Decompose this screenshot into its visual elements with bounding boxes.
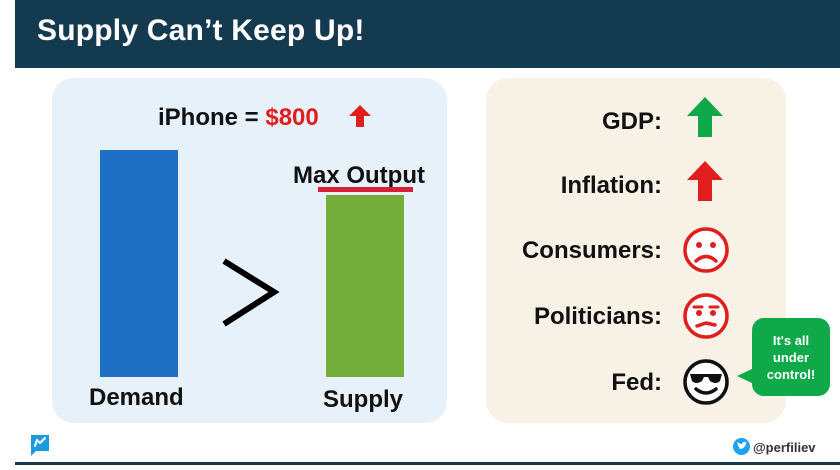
greater-than-sign: [222, 258, 280, 327]
fed-label: Fed:: [611, 369, 662, 396]
twitter-icon: [733, 438, 750, 455]
gdp-label: GDP:: [602, 108, 662, 135]
up-arrow-icon: [349, 105, 371, 127]
consumers-label: Consumers:: [521, 237, 662, 264]
indicators-panel: [486, 78, 786, 423]
supply-label: Supply: [323, 386, 404, 413]
max-output-label: Max Output: [293, 162, 425, 189]
speech-bubble-tail: [737, 368, 754, 384]
price-value: $800: [265, 104, 319, 131]
header-bar: Supply Can’t Keep Up!: [15, 0, 840, 68]
bubble-line-2: under: [772, 349, 810, 365]
bubble-line-3: control!: [766, 366, 816, 382]
green-up-arrow-icon: [687, 97, 723, 137]
author-handle: @perfiliev: [753, 440, 816, 455]
page-title: Supply Can’t Keep Up!: [37, 14, 365, 47]
bottom-rule: [15, 462, 840, 465]
inflation-label: Inflation:: [560, 172, 662, 199]
politicians-label: Politicians:: [533, 303, 662, 330]
sunglasses-face-icon: [683, 359, 729, 405]
demand-label: Demand: [89, 384, 184, 411]
bubble-line-1: It's all: [772, 332, 810, 348]
fed-speech-bubble: It's all under control!: [752, 318, 830, 396]
demand-bar: [100, 150, 178, 377]
red-up-arrow-icon: [687, 161, 723, 201]
worried-face-icon: [683, 293, 729, 339]
max-output-line: [318, 187, 413, 192]
sad-face-icon: [683, 227, 729, 273]
price-prefix: iPhone =: [158, 104, 266, 131]
supply-bar: [326, 195, 404, 377]
chat-flag-logo-icon: [31, 435, 49, 456]
price-line: iPhone = $800: [158, 104, 319, 132]
